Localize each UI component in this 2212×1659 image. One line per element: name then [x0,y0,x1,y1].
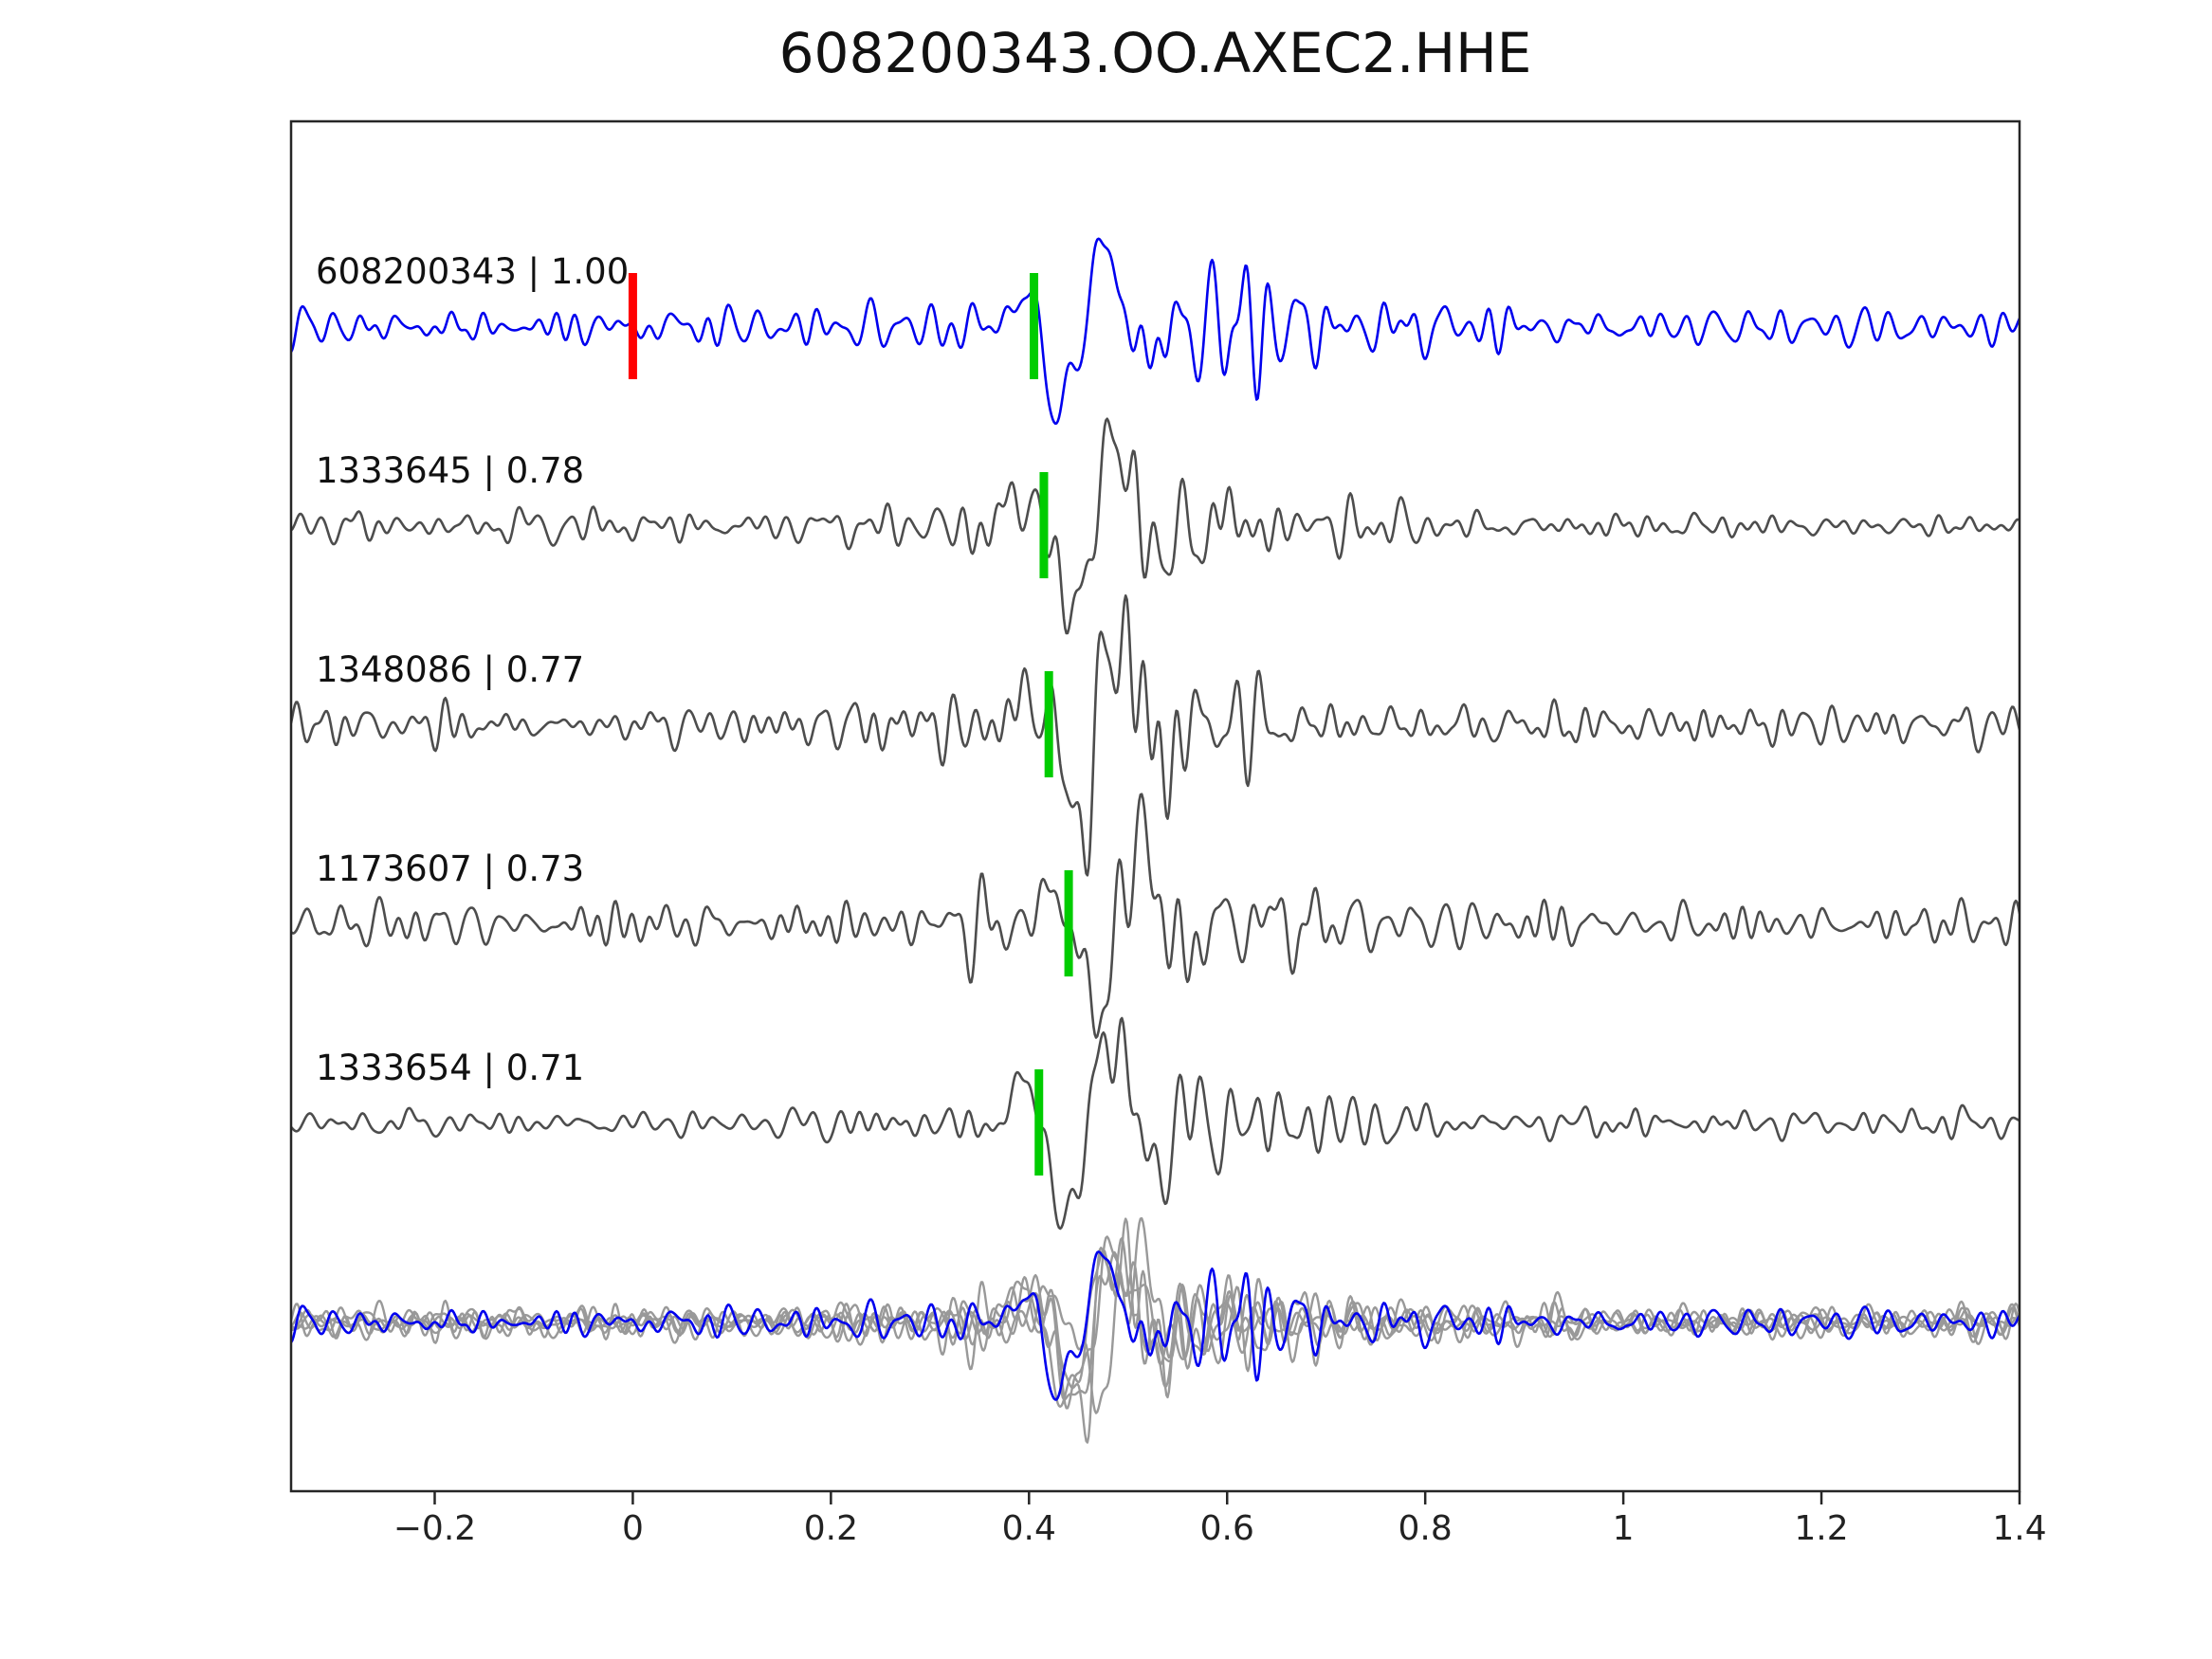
x-tick-label: 0 [621,1509,644,1548]
x-tick-label: −0.2 [393,1509,477,1548]
x-tick-label: 1 [1612,1509,1635,1548]
trace-label-template-4: 1333654 | 0.71 [316,1048,585,1088]
trace-label-template-1: 1333645 | 0.78 [316,450,585,491]
pick-time-marker [1030,273,1039,379]
reference-time-marker [628,273,637,379]
pick-time-marker [1034,1069,1044,1176]
x-tick-label: 0.2 [803,1509,858,1548]
x-tick-label: 1.4 [1992,1509,2047,1548]
trace-label-template-2: 1348086 | 0.77 [316,649,585,690]
x-tick-label: 1.2 [1794,1509,1849,1548]
trace-label-template-3: 1173607 | 0.73 [316,848,585,889]
x-tick-label: 0.4 [1001,1509,1056,1548]
plot-border [289,119,2021,1493]
x-tick-label: 0.8 [1398,1509,1453,1548]
pick-time-marker [1064,870,1073,976]
x-tick-label: 0.6 [1199,1509,1254,1548]
pick-time-marker [1039,472,1049,578]
chart-title: 608200343.OO.AXEC2.HHE [778,21,1532,85]
pick-time-marker [1044,671,1053,777]
trace-label-detection: 608200343 | 1.00 [316,251,630,292]
